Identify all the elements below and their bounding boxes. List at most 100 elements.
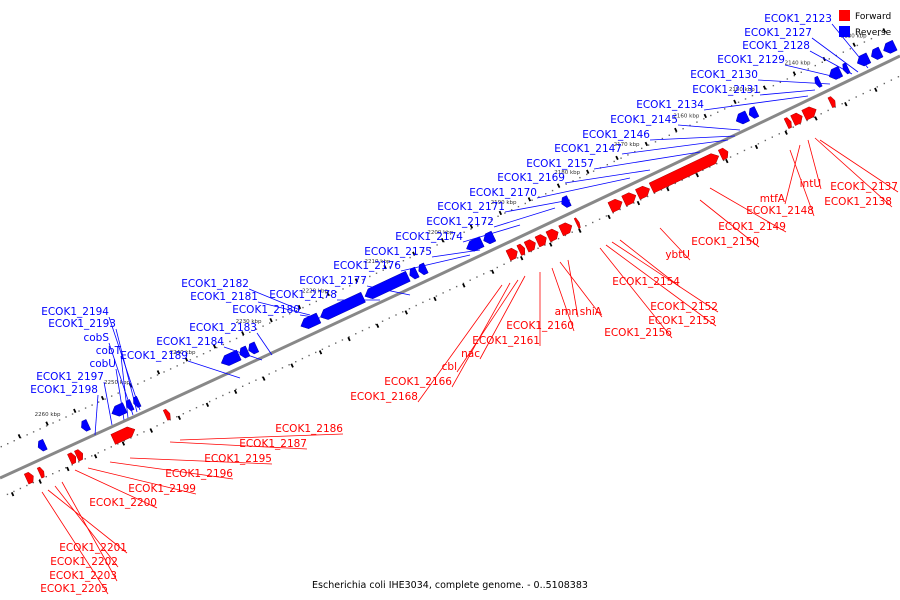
gene-label: cobU — [89, 358, 116, 370]
reverse-gene-arrow — [81, 419, 91, 432]
forward-gene-arrow — [621, 192, 637, 207]
label-leader-line — [129, 457, 273, 465]
label-leader-line — [456, 279, 519, 373]
gene-label: ECOK1_2166 — [384, 376, 452, 388]
legend-reverse-label: Reverse — [855, 28, 892, 38]
gene-label: ECOK1_2161 — [472, 335, 540, 347]
label-leader-line — [41, 491, 109, 595]
scale-tick-label: 2260 kbp — [35, 412, 61, 418]
label-leader-line — [619, 239, 681, 288]
label-leader-line — [611, 241, 719, 313]
gene-label: ECOK1_2187 — [239, 438, 307, 450]
label-leader-line — [703, 95, 809, 111]
label-leader-line — [169, 441, 308, 450]
forward-gene-arrow — [23, 471, 34, 485]
gene-label: ECOK1_2174 — [395, 231, 463, 243]
gene-label: ECOK1_2148 — [746, 205, 814, 217]
label-leader-line — [564, 169, 651, 184]
gene-label: ECOK1_2168 — [350, 391, 418, 403]
label-leader-line — [757, 79, 831, 85]
gene-label: ECOK1_2205 — [40, 583, 108, 595]
gene-label: ECOK1_2157 — [526, 158, 594, 170]
gene-label: ECOK1_2170 — [469, 187, 537, 199]
reverse-gene-arrow — [735, 110, 751, 125]
label-leader-line — [187, 360, 241, 379]
gene-label: ECOK1_2178 — [269, 289, 337, 301]
gene-label: ECOK1_2203 — [49, 570, 117, 582]
forward-gene-arrow — [162, 408, 171, 421]
map-caption: Escherichia coli IHE3034, complete genom… — [312, 580, 588, 591]
gene-label: ECOK1_2196 — [165, 468, 233, 480]
gene-label: ECOK1_2181 — [190, 291, 258, 303]
gene-label: ECOK1_2146 — [582, 129, 650, 141]
gene-label: ECOK1_2127 — [744, 27, 812, 39]
scale-tick-label: 2240 kbp — [170, 350, 196, 356]
reverse-gene-arrow — [364, 270, 411, 300]
label-leader-line — [109, 461, 234, 480]
scale-tick-label: 2200 kbp — [427, 230, 453, 236]
dotted-guide-lines — [0, 28, 900, 497]
label-leader-line — [462, 224, 521, 243]
forward-gene-arrow — [523, 239, 536, 253]
gene-label: ECOK1_2193 — [48, 318, 116, 330]
label-leader-line — [831, 23, 869, 69]
label-leader-line — [431, 249, 481, 258]
label-leader-line — [61, 481, 118, 582]
forward-gene-arrow — [505, 247, 518, 261]
label-leader-line — [621, 139, 729, 155]
label-leader-line — [451, 282, 511, 388]
label-leader-line — [789, 149, 815, 217]
forward-gene-arrow — [545, 228, 559, 243]
gene-label: ECOK1_2169 — [497, 172, 565, 184]
scale-tick-label: 2180 kbp — [554, 170, 580, 176]
forward-gene-arrow — [717, 147, 729, 161]
gene-label: ECOK1_2199 — [128, 483, 196, 495]
forward-gene-arrow — [74, 449, 83, 462]
gene-label: ECOK1_2131 — [692, 84, 760, 96]
label-leader-line — [417, 284, 503, 403]
gene-label: ECOK1_2183 — [189, 322, 257, 334]
gene-label: ECOK1_2149 — [718, 221, 786, 233]
label-leader-line — [223, 346, 263, 361]
reverse-gene-arrow — [126, 399, 135, 412]
gene-label: ECOK1_2184 — [156, 336, 224, 348]
scale-tick-label: 2250 kbp — [104, 380, 130, 386]
reverse-gene-arrow — [220, 349, 242, 366]
reverse-gene-arrow — [814, 75, 823, 88]
reverse-gene-arrow — [883, 39, 898, 54]
gene-label: ECOK1_2171 — [437, 201, 505, 213]
label-leader-line — [94, 394, 99, 436]
gene-label: amn — [555, 306, 578, 318]
label-leader-line — [599, 247, 673, 339]
forward-gene-arrow — [516, 243, 526, 256]
gene-label: ECOK1_2176 — [333, 260, 401, 272]
label-leader-line — [299, 314, 321, 319]
label-leader-line — [536, 177, 631, 199]
label-leader-line — [115, 328, 138, 413]
label-leader-line — [115, 368, 125, 421]
gene-label: ECOK1_2198 — [30, 384, 98, 396]
forward-gene-arrow — [790, 112, 803, 126]
gene-label: ECOK1_2138 — [824, 196, 892, 208]
gene-label: ECOK1_2147 — [554, 143, 622, 155]
gene-label: ECOK1_2186 — [275, 423, 343, 435]
label-leader-line — [400, 254, 471, 272]
gene-label: ECOK1_2156 — [604, 327, 672, 339]
reverse-gene-arrow — [828, 66, 844, 80]
label-leader-line — [809, 50, 853, 75]
forward-gene-arrow — [783, 117, 792, 130]
forward-gene-arrow — [607, 198, 623, 213]
gene-label: ECOK1_2137 — [830, 181, 898, 193]
label-leader-line — [493, 207, 556, 228]
legend-forward-swatch — [839, 10, 850, 21]
gene-label: ECOK1_2130 — [690, 69, 758, 81]
label-leader-line — [47, 489, 128, 554]
label-leader-line — [108, 342, 134, 416]
legend-forward-label: Forward — [855, 12, 891, 22]
scale-tick-label: 2170 kbp — [614, 142, 640, 148]
reverse-gene-arrow — [409, 266, 420, 280]
label-leader-line — [479, 275, 526, 360]
legend-reverse-swatch — [839, 26, 850, 37]
gene-features — [23, 39, 898, 485]
